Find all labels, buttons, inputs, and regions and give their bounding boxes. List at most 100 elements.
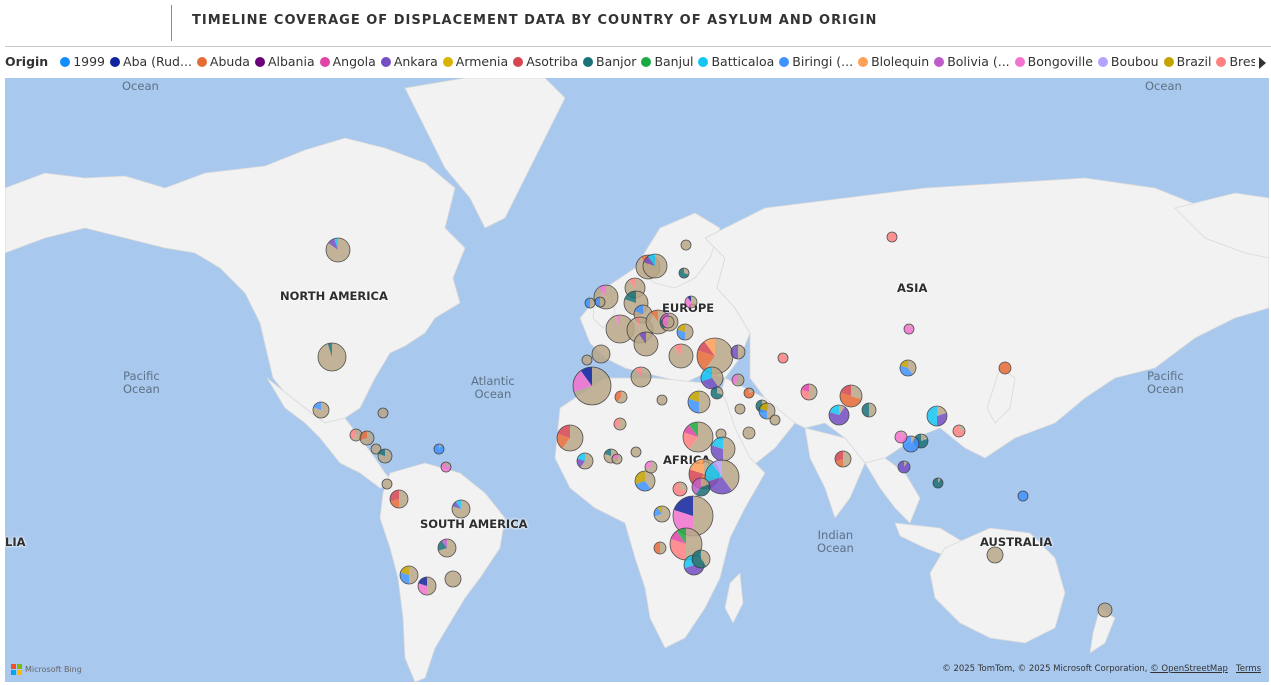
pie-bubble[interactable] (668, 343, 694, 369)
pie-bubble[interactable] (572, 366, 612, 406)
pie-bubble[interactable] (377, 448, 393, 464)
pie-bubble[interactable] (440, 461, 452, 473)
pie-bubble[interactable] (903, 323, 915, 335)
pie-bubble[interactable] (861, 402, 877, 418)
legend-item[interactable]: Batticaloa (698, 54, 774, 69)
pie-bubble[interactable] (704, 459, 740, 495)
legend-item[interactable]: Brazil (1163, 54, 1211, 69)
pie-bubble[interactable] (359, 430, 375, 446)
pie-bubble[interactable] (399, 565, 419, 585)
pie-bubble[interactable] (594, 296, 606, 308)
pie-bubble[interactable] (828, 404, 850, 426)
pie-bubble[interactable] (742, 426, 756, 440)
pie-bubble[interactable] (986, 546, 1004, 564)
pie-bubble[interactable] (370, 443, 382, 455)
pie-bubble[interactable] (731, 373, 745, 387)
pie-bubble[interactable] (932, 477, 944, 489)
pie-bubble[interactable] (952, 424, 966, 438)
pie-bubble[interactable] (769, 414, 781, 426)
pie-bubble[interactable] (777, 352, 789, 364)
pie-bubble[interactable] (656, 394, 668, 406)
pie-bubble[interactable] (710, 436, 736, 462)
legend-item[interactable]: Albania (254, 54, 315, 69)
legend-item[interactable]: 1999 (60, 54, 105, 69)
pie-bubble[interactable] (691, 549, 711, 569)
pie-bubble[interactable] (730, 344, 746, 360)
pie-bubble[interactable] (710, 386, 724, 400)
pie-bubble[interactable] (696, 337, 734, 375)
legend-item[interactable]: Boubou (1097, 54, 1159, 69)
legend-item[interactable]: Banjul (641, 54, 693, 69)
pie-bubble[interactable] (897, 460, 911, 474)
pie-bubble[interactable] (687, 390, 711, 414)
pie-bubble[interactable] (661, 315, 675, 329)
pie-bubble[interactable] (680, 239, 692, 251)
pie-bubble[interactable] (312, 401, 330, 419)
pie-bubble[interactable] (839, 384, 863, 408)
pie-bubble[interactable] (614, 390, 628, 404)
pie-bubble[interactable] (700, 366, 724, 390)
pie-bubble[interactable] (437, 538, 457, 558)
pie-bubble[interactable] (1017, 490, 1029, 502)
pie-bubble[interactable] (630, 366, 652, 388)
pie-bubble[interactable] (642, 253, 668, 279)
pie-bubble[interactable] (676, 323, 694, 341)
pie-bubble[interactable] (377, 407, 389, 419)
pie-bubble[interactable] (417, 576, 437, 596)
pie-bubble[interactable] (634, 470, 656, 492)
pie-bubble[interactable] (743, 387, 755, 399)
legend-item[interactable]: Bongoville (1014, 54, 1093, 69)
pie-bubble[interactable] (691, 477, 711, 497)
pie-bubble[interactable] (684, 295, 698, 309)
pie-bubble[interactable] (926, 405, 948, 427)
pie-bubble[interactable] (556, 424, 584, 452)
pie-bubble[interactable] (672, 495, 714, 537)
terms-link[interactable]: Terms (1235, 664, 1261, 674)
pie-bubble[interactable] (576, 452, 594, 470)
pie-bubble[interactable] (653, 541, 667, 555)
pie-bubble[interactable] (734, 403, 746, 415)
pie-bubble[interactable] (886, 231, 898, 243)
legend-item[interactable]: Biringi (... (779, 54, 853, 69)
pie-bubble[interactable] (653, 505, 671, 523)
pie-bubble[interactable] (682, 421, 714, 453)
legend-item[interactable]: Bolivia (... (934, 54, 1010, 69)
pie-bubble[interactable] (834, 450, 852, 468)
pie-bubble[interactable] (1097, 602, 1113, 618)
pie-bubble[interactable] (630, 446, 642, 458)
pie-bubble[interactable] (633, 331, 659, 357)
pie-bubble[interactable] (591, 344, 611, 364)
pie-bubble[interactable] (678, 267, 690, 279)
pie-bubble[interactable] (325, 237, 351, 263)
pie-bubble[interactable] (317, 342, 347, 372)
openstreetmap-link[interactable]: © OpenStreetMap (1150, 664, 1228, 674)
legend-item[interactable]: Armenia (442, 54, 508, 69)
pie-bubble[interactable] (605, 314, 635, 344)
legend-item[interactable]: Blolequin (858, 54, 929, 69)
pie-bubble[interactable] (444, 570, 462, 588)
pie-bubble[interactable] (902, 435, 920, 453)
pie-bubble[interactable] (584, 297, 596, 309)
pie-bubble[interactable] (998, 361, 1012, 375)
pie-bubble[interactable] (672, 481, 688, 497)
legend-item[interactable]: Aba (Rud... (110, 54, 192, 69)
pie-bubble[interactable] (433, 443, 445, 455)
legend-item[interactable]: Banjor (583, 54, 636, 69)
pie-bubble[interactable] (894, 430, 908, 444)
pie-bubble[interactable] (451, 499, 471, 519)
legend-item[interactable]: Asotriba (513, 54, 578, 69)
legend-next-arrow-icon[interactable] (1259, 57, 1266, 69)
map-canvas[interactable]: Ocean Ocean Pacific Ocean Atlantic Ocean… (5, 78, 1269, 682)
pie-bubble[interactable] (613, 417, 627, 431)
legend-item[interactable]: Angola (319, 54, 376, 69)
pie-bubble[interactable] (644, 460, 658, 474)
pie-bubble[interactable] (389, 489, 409, 509)
pie-bubble[interactable] (381, 478, 393, 490)
pie-bubble[interactable] (899, 359, 917, 377)
legend-item[interactable]: Ankara (380, 54, 438, 69)
legend-item[interactable]: Abuda (196, 54, 250, 69)
pie-bubble[interactable] (581, 354, 593, 366)
pie-bubble[interactable] (611, 453, 623, 465)
pie-bubble[interactable] (800, 383, 818, 401)
legend-item[interactable]: Brest Regi... (1216, 54, 1255, 69)
